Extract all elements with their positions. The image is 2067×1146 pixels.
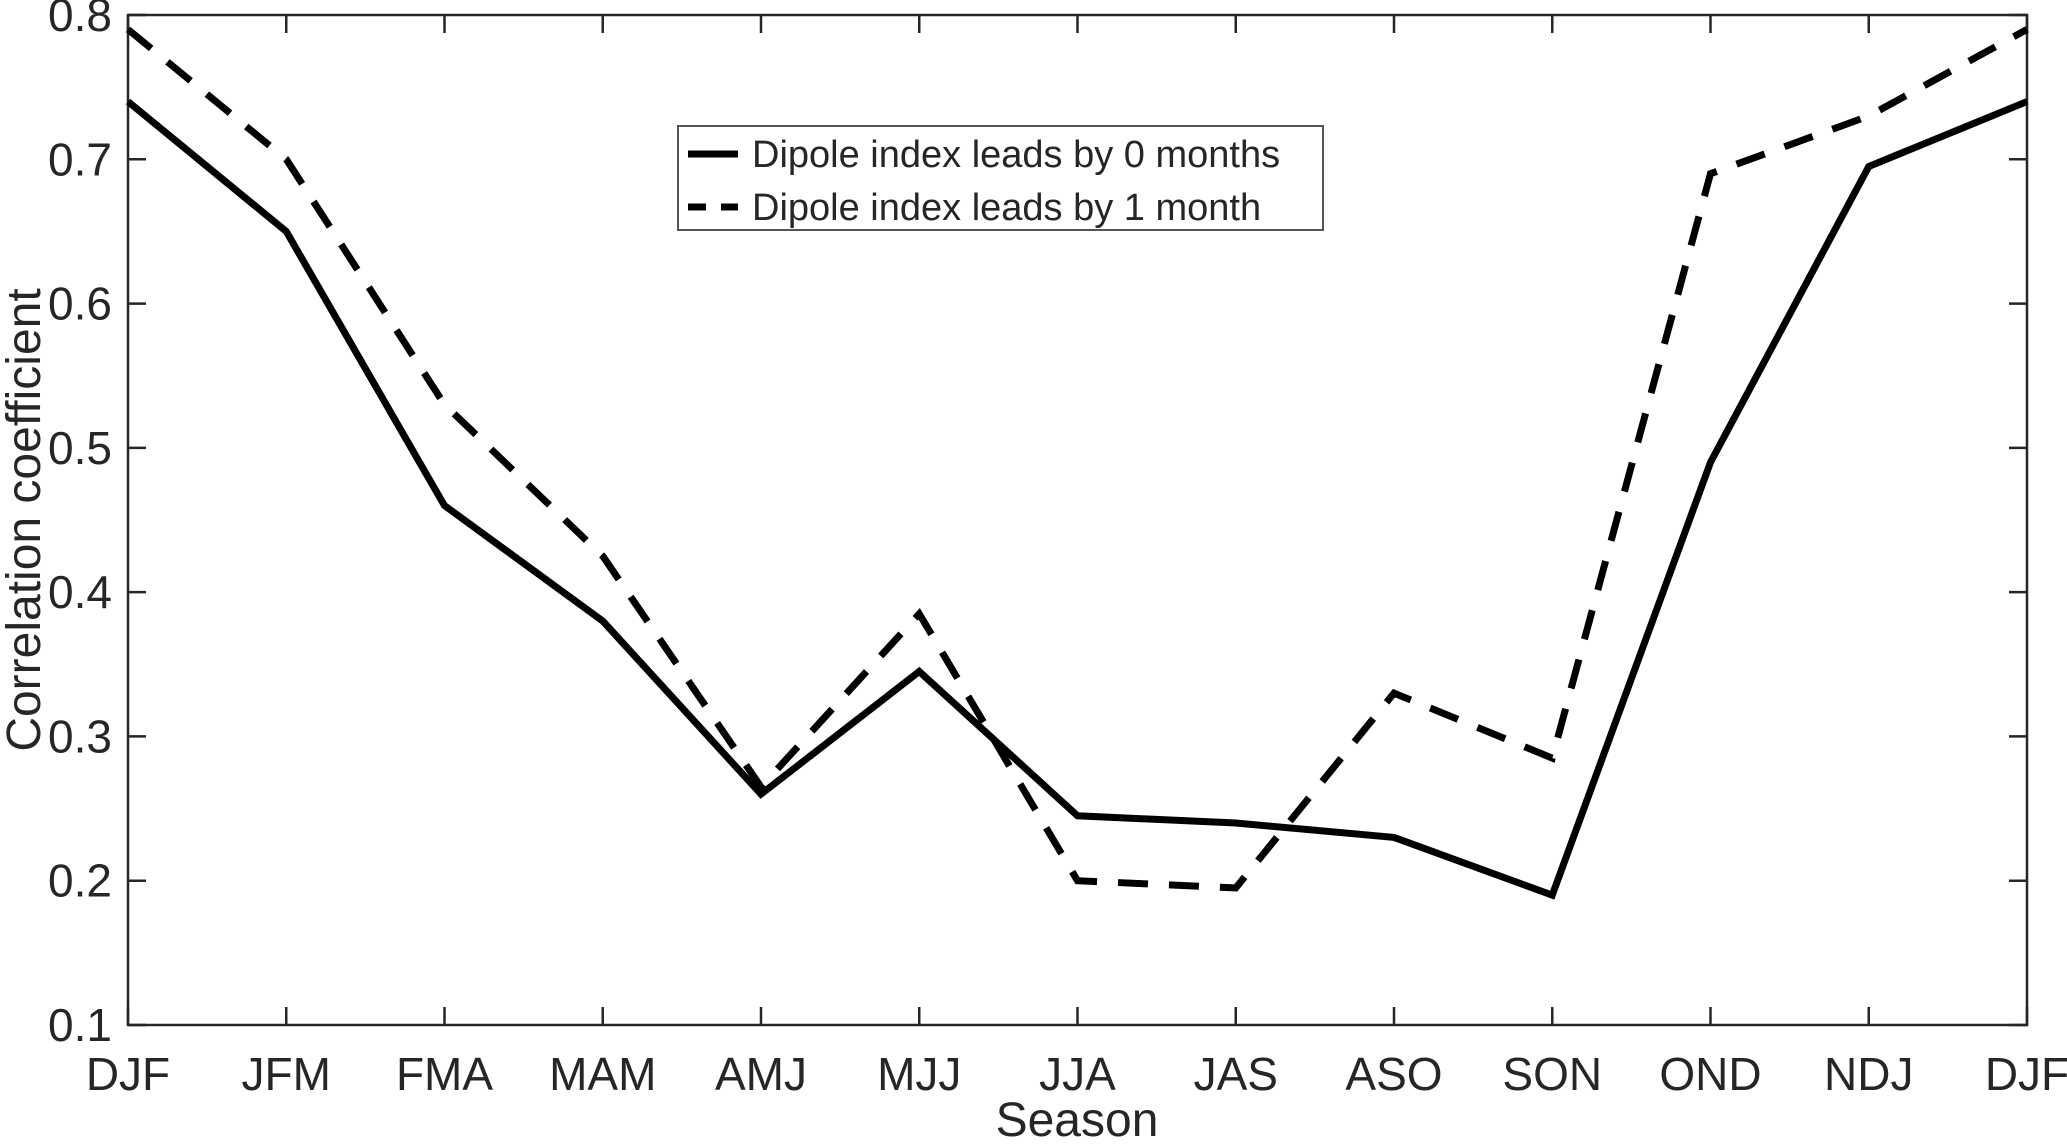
y-tick-label: 0.3: [48, 710, 112, 762]
x-tick-label: JJA: [1039, 1048, 1116, 1100]
x-tick-label: MJJ: [877, 1048, 961, 1100]
y-axis: 0.1 0.2 0.3 0.4 0.5 0.6 0.7 0.8: [48, 0, 2027, 1051]
x-tick-label: ASO: [1345, 1048, 1442, 1100]
series-dashed-line: [125, 26, 2029, 892]
x-tick-label: OND: [1659, 1048, 1761, 1100]
x-axis: DJF JFM FMA MAM AMJ MJJ JJA JAS ASO SON OND NDJ DJF: [86, 15, 2067, 1100]
series-group: [125, 26, 2029, 900]
y-tick-label: 0.8: [48, 0, 112, 41]
x-tick-label: NDJ: [1824, 1048, 1913, 1100]
y-tick-label: 0.7: [48, 133, 112, 185]
legend-entry-1-label: Dipole index leads by 1 month: [752, 187, 1261, 229]
x-tick-label: DJF: [86, 1048, 170, 1100]
y-axis-title: Correlation coefficient: [0, 288, 51, 751]
legend: Dipole index leads by 0 months Dipole in…: [677, 125, 1324, 231]
legend-entry-0-label: Dipole index leads by 0 months: [752, 134, 1280, 176]
y-tick-label: 0.2: [48, 855, 112, 907]
x-tick-label: SON: [1502, 1048, 1602, 1100]
x-tick-label: DJF: [1985, 1048, 2067, 1100]
x-tick-label: JAS: [1194, 1048, 1278, 1100]
y-tick-label: 0.1: [48, 999, 112, 1051]
series-solid-line: [125, 98, 2029, 900]
y-tick-label: 0.5: [48, 422, 112, 474]
legend-box: [677, 125, 1324, 231]
x-tick-label: AMJ: [715, 1048, 807, 1100]
y-tick-label: 0.4: [48, 566, 112, 618]
x-axis-title: Season: [996, 1094, 1159, 1146]
x-tick-label: JFM: [242, 1048, 331, 1100]
y-tick-label: 0.6: [48, 278, 112, 330]
x-tick-label: FMA: [396, 1048, 493, 1100]
x-tick-label: MAM: [549, 1048, 656, 1100]
